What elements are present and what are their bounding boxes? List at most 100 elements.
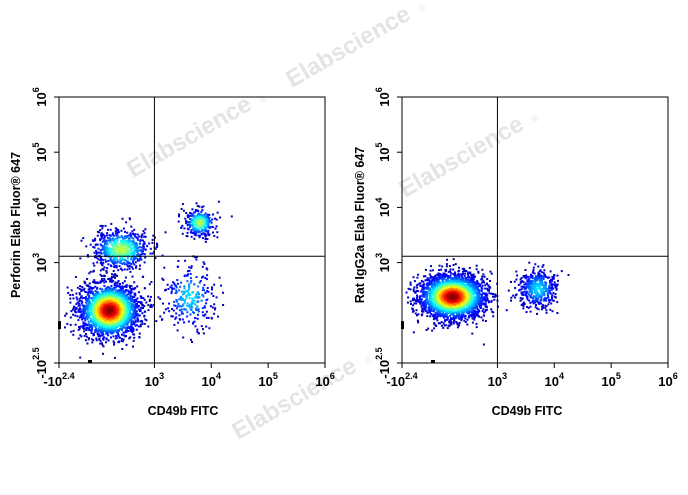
event-dot <box>96 261 98 263</box>
event-dot <box>86 314 88 316</box>
event-dot <box>147 326 149 328</box>
event-dot <box>197 285 199 287</box>
event-dot <box>81 319 83 321</box>
event-dot <box>106 318 108 320</box>
event-dot <box>115 311 117 313</box>
event-dot <box>144 315 146 317</box>
event-dot <box>79 334 81 336</box>
event-dot <box>136 237 138 239</box>
event-dot <box>124 323 126 325</box>
event-dot <box>133 281 135 283</box>
event-dot <box>132 268 134 270</box>
event-dot <box>79 288 81 290</box>
event-dot <box>104 279 106 281</box>
event-dot <box>199 236 201 238</box>
event-dot <box>101 308 103 310</box>
event-dot <box>124 335 126 337</box>
event-dot <box>86 307 88 309</box>
event-dot <box>90 330 92 332</box>
event-dot <box>131 236 133 238</box>
event-dot <box>100 340 102 342</box>
event-dot <box>144 299 146 301</box>
event-dot <box>111 289 113 291</box>
event-dot <box>130 329 132 331</box>
event-dot <box>433 327 435 329</box>
event-dot <box>100 243 102 245</box>
event-dot <box>100 301 102 303</box>
event-dot <box>105 294 107 296</box>
event-dot <box>204 307 206 309</box>
event-dot <box>155 320 157 322</box>
event-dot <box>121 292 123 294</box>
event-dot <box>133 337 135 339</box>
event-dot <box>122 340 124 342</box>
event-dot <box>130 226 132 228</box>
event-dot <box>178 215 180 217</box>
event-dot <box>171 308 173 310</box>
event-dot <box>78 300 80 302</box>
event-dot <box>190 339 192 341</box>
event-dot <box>203 284 205 286</box>
event-dot <box>84 323 86 325</box>
event-dot <box>184 287 186 289</box>
event-dot <box>110 323 112 325</box>
event-dot <box>115 282 117 284</box>
event-dot <box>231 215 233 217</box>
event-dot <box>187 294 189 296</box>
event-dot <box>464 273 466 275</box>
event-dot <box>106 338 108 340</box>
event-dot <box>102 241 104 243</box>
event-dot <box>127 265 129 267</box>
event-dot <box>426 315 428 317</box>
event-dot <box>87 343 89 345</box>
event-dot <box>181 305 183 307</box>
event-dot <box>97 333 99 335</box>
event-dot <box>186 305 188 307</box>
event-dot <box>171 292 173 294</box>
event-dot <box>440 313 442 315</box>
event-dot <box>64 326 66 328</box>
event-dot <box>111 308 113 310</box>
event-dot <box>189 218 191 220</box>
event-dot <box>190 273 192 275</box>
event-dot <box>70 317 72 319</box>
event-dot <box>102 334 104 336</box>
event-dot <box>124 297 126 299</box>
event-dot <box>95 324 97 326</box>
event-dot <box>177 260 179 262</box>
event-dot <box>127 330 129 332</box>
event-dot <box>198 310 200 312</box>
event-dot <box>130 240 132 242</box>
event-dot <box>194 211 196 213</box>
event-dot <box>165 308 167 310</box>
event-dot <box>211 226 213 228</box>
event-dot <box>133 334 135 336</box>
event-dot <box>88 291 90 293</box>
event-dot <box>67 287 69 289</box>
event-dot <box>151 242 153 244</box>
x-tick-label: 104 <box>202 371 221 389</box>
event-dot <box>204 227 206 229</box>
event-dot <box>112 248 114 250</box>
event-dot <box>92 246 94 248</box>
event-dot <box>81 301 83 303</box>
event-dot <box>195 294 197 296</box>
event-dot <box>64 315 66 317</box>
event-dot <box>99 239 101 241</box>
watermark-text: Elabscience <box>228 352 362 445</box>
event-dot <box>121 316 123 318</box>
event-dot <box>121 334 123 336</box>
event-dot <box>107 240 109 242</box>
event-dot <box>115 233 117 235</box>
event-dot <box>150 281 152 283</box>
event-dot <box>107 251 109 253</box>
event-dot <box>118 341 120 343</box>
event-dot <box>126 269 128 271</box>
event-dot <box>76 297 78 299</box>
event-dot <box>128 293 130 295</box>
event-dot <box>510 300 512 302</box>
event-dot <box>108 310 110 312</box>
event-dot <box>113 276 115 278</box>
event-dot <box>412 304 414 306</box>
